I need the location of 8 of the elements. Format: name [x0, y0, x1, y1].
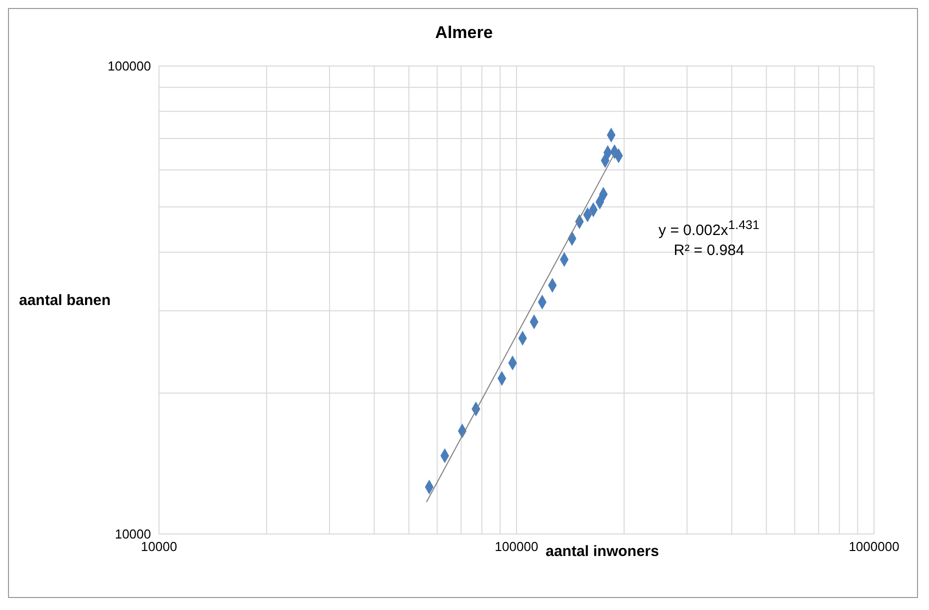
y-axis-title: aantal banen	[19, 292, 111, 309]
chart-title: Almere	[434, 23, 494, 43]
annotation: R² = 0.984	[674, 242, 744, 259]
x-tick-label: 10000	[140, 539, 178, 554]
x-tick-label: 1000000	[848, 539, 900, 554]
annotation: y = 0.002x$^{1.431}$	[658, 218, 760, 239]
x-axis-title: aantal inwoners	[546, 543, 659, 560]
x-tick-label: 100000	[494, 539, 538, 554]
